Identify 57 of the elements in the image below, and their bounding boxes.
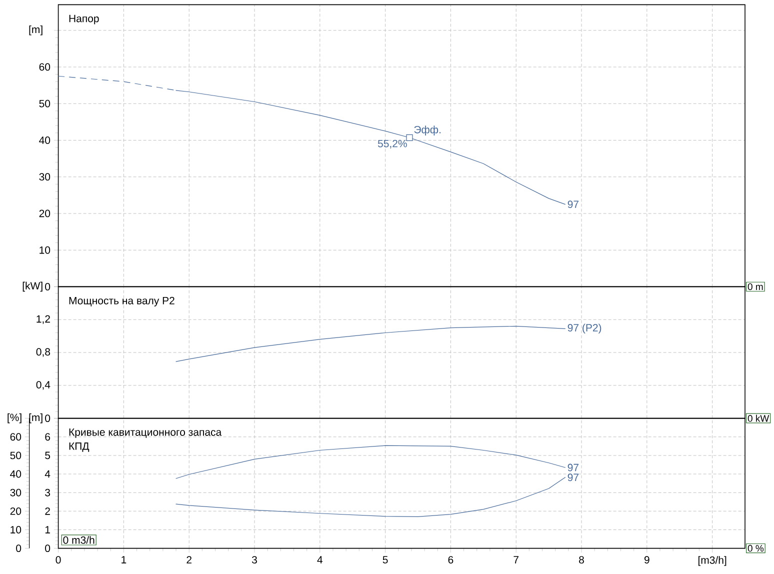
y2-tick-label: 0 <box>16 544 22 552</box>
y2-tick-label: 40 <box>10 470 22 478</box>
text: Мощность на валу P2 <box>69 296 174 306</box>
text: 0 kW <box>748 414 770 422</box>
annotation: 55,2% <box>378 140 407 149</box>
y-tick-label: 0 <box>45 414 50 422</box>
text: Напор <box>69 14 99 24</box>
y-tick-label: 0 <box>45 282 50 290</box>
y-tick-label: 0,8 <box>36 348 50 357</box>
annotation: Эфф. <box>414 126 440 136</box>
y-tick-label: 20 <box>39 210 50 218</box>
text: КПД <box>69 442 90 452</box>
series-label: 97 (P2) <box>568 324 602 334</box>
y2-tick-label: 60 <box>10 433 22 441</box>
y-tick-label: 1 <box>45 526 50 534</box>
series-label: 97 <box>568 474 578 482</box>
y-tick-label: 2 <box>45 508 50 515</box>
text: 0 m <box>748 283 763 290</box>
line-series <box>176 326 566 362</box>
y2-tick-label: 30 <box>10 488 22 496</box>
y2-tick-label: 20 <box>10 507 22 515</box>
annotation: 0 m3/h <box>63 536 94 544</box>
text: Кривые кавитационного запаса <box>69 428 222 438</box>
x-tick-label: 8 <box>579 556 584 564</box>
y2-axis-title: [%] <box>8 413 22 424</box>
series-label: 97 <box>568 200 578 208</box>
y-tick-label: 30 <box>39 173 50 181</box>
y-tick-label: 5 <box>45 452 50 460</box>
y-tick-label: 3 <box>45 488 50 496</box>
y-tick-label: 4 <box>44 470 50 478</box>
x-tick-label: 4 <box>317 556 323 564</box>
y-axis-title: [kW] <box>22 282 42 292</box>
x-tick-label: 1 <box>122 556 126 564</box>
y-tick-label: 50 <box>39 100 50 108</box>
x-tick-label: 5 <box>382 556 388 564</box>
y-axis-title: [m] <box>29 413 42 424</box>
series-label: 97 <box>568 464 578 472</box>
x-tick-label: [m3/h] <box>698 556 726 566</box>
line-series <box>176 445 566 479</box>
x-tick-label: 7 <box>514 556 518 564</box>
y2-tick-label: 50 <box>10 452 22 460</box>
x-tick-label: 2 <box>186 556 192 564</box>
y-tick-label: 40 <box>39 136 50 144</box>
y-tick-label: 6 <box>45 433 50 441</box>
x-tick-label: 0 <box>56 556 61 564</box>
text: 0 % <box>748 544 764 552</box>
y-tick-label: 60 <box>39 63 50 71</box>
y-tick-label: 0 <box>45 544 50 552</box>
x-tick-label: 6 <box>448 556 454 564</box>
x-tick-label: 3 <box>252 556 257 564</box>
y-tick-label: 1,2 <box>36 315 50 324</box>
y-tick-label: 0,4 <box>36 381 50 390</box>
y-tick-label: 10 <box>40 246 50 254</box>
y-axis-title: [m] <box>29 25 42 36</box>
y2-tick-label: 10 <box>10 526 22 534</box>
line-series <box>176 477 566 518</box>
x-tick-label: 9 <box>644 556 650 564</box>
